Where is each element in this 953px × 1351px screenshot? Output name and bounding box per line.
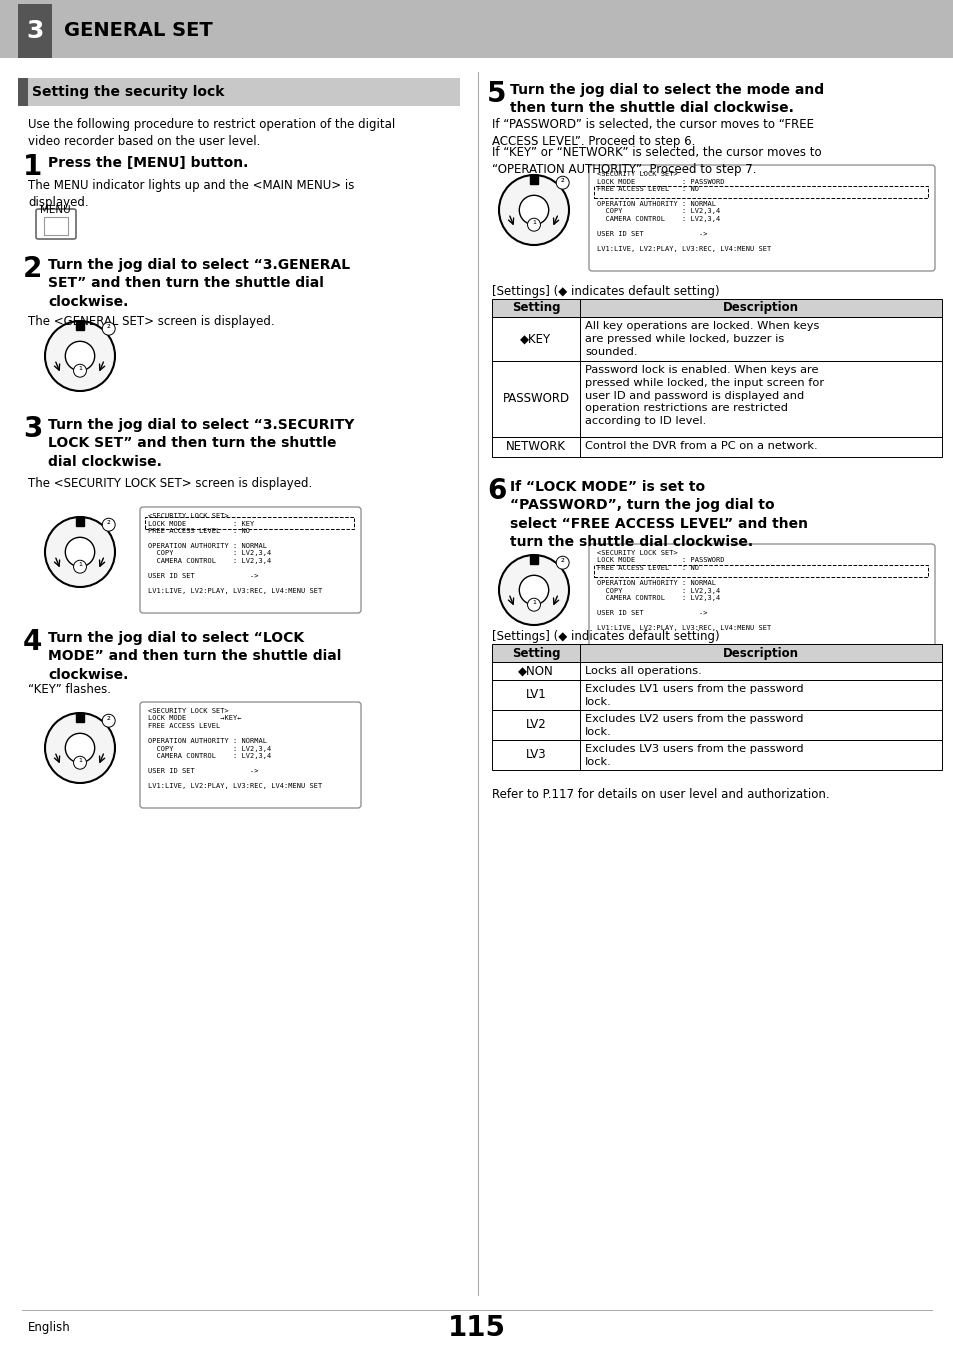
Text: “KEY” flashes.: “KEY” flashes. [28, 684, 111, 696]
Text: ²: ² [560, 178, 564, 188]
Text: LV3: LV3 [525, 748, 546, 762]
Text: ²: ² [107, 520, 111, 530]
Text: ◆NON: ◆NON [517, 665, 554, 677]
Text: <SECURITY LOCK SET>
LOCK MODE           : PASSWORD
FREE ACCESS LEVEL   : NO

OPE: <SECURITY LOCK SET> LOCK MODE : PASSWORD… [597, 172, 770, 253]
Text: 6: 6 [486, 477, 506, 505]
Text: LV2: LV2 [525, 719, 546, 731]
Bar [76, 517, 84, 526]
Text: Refer to P.117 for details on user level and authorization.: Refer to P.117 for details on user level… [492, 788, 829, 801]
Bar [492, 361, 941, 436]
Text: <SECURITY LOCK SET>
LOCK MODE        →KEY←
FREE ACCESS LEVEL

OPERATION AUTHORIT: <SECURITY LOCK SET> LOCK MODE →KEY← FREE… [148, 708, 322, 789]
Bar [0, 0, 953, 58]
FancyBboxPatch shape [140, 703, 360, 808]
Bar [18, 78, 28, 105]
Bar [492, 299, 941, 317]
Text: MENU: MENU [40, 205, 71, 215]
Text: 115: 115 [448, 1315, 505, 1342]
Circle shape [45, 517, 115, 586]
Text: ²: ² [107, 716, 111, 725]
Bar [492, 662, 941, 680]
Text: Setting the security lock: Setting the security lock [32, 85, 224, 99]
Text: Setting: Setting [511, 301, 559, 315]
Text: GENERAL SET: GENERAL SET [64, 22, 213, 41]
Text: All key operations are locked. When keys
are pressed while locked, buzzer is
sou: All key operations are locked. When keys… [584, 322, 819, 357]
FancyBboxPatch shape [588, 165, 934, 272]
Text: Turn the jog dial to select “3.GENERAL
SET” and then turn the shuttle dial
clock: Turn the jog dial to select “3.GENERAL S… [48, 258, 350, 309]
Circle shape [45, 713, 115, 784]
Text: 4: 4 [23, 628, 42, 657]
Text: <SECURITY LOCK SET>
LOCK MODE           : PASSWORD
FREE ACCESS LEVEL   : NO

OPE: <SECURITY LOCK SET> LOCK MODE : PASSWORD… [597, 550, 770, 631]
Text: The <SECURITY LOCK SET> screen is displayed.: The <SECURITY LOCK SET> screen is displa… [28, 477, 312, 490]
Text: Setting: Setting [511, 647, 559, 659]
Bar [492, 740, 941, 770]
Text: ¹: ¹ [532, 600, 536, 609]
Circle shape [65, 342, 94, 370]
Text: Locks all operations.: Locks all operations. [584, 666, 701, 676]
Bar [44, 218, 68, 235]
Text: Control the DVR from a PC on a network.: Control the DVR from a PC on a network. [584, 440, 817, 451]
FancyBboxPatch shape [140, 507, 360, 613]
Circle shape [65, 734, 94, 763]
FancyBboxPatch shape [36, 209, 76, 239]
Text: English: English [28, 1321, 71, 1335]
Text: [Settings] (◆ indicates default setting): [Settings] (◆ indicates default setting) [492, 285, 719, 299]
Text: ¹: ¹ [78, 562, 82, 571]
Bar [530, 176, 537, 184]
Text: ²: ² [560, 558, 564, 567]
Text: LV1: LV1 [525, 689, 546, 701]
FancyBboxPatch shape [588, 544, 934, 650]
Text: If “KEY” or “NETWORK” is selected, the cursor moves to
“OPERATION AUTHORITY”. Pr: If “KEY” or “NETWORK” is selected, the c… [492, 146, 821, 176]
Bar [492, 711, 941, 740]
Text: Description: Description [722, 301, 799, 315]
Circle shape [518, 576, 548, 605]
Bar [492, 680, 941, 711]
Bar [530, 555, 537, 563]
Text: Excludes LV3 users from the password
lock.: Excludes LV3 users from the password loc… [584, 744, 802, 767]
Text: Use the following procedure to restrict operation of the digital
video recorder : Use the following procedure to restrict … [28, 118, 395, 149]
Text: <SECURITY LOCK SET>
LOCK MODE           : KEY
FREE ACCESS LEVEL   : NO

OPERATIO: <SECURITY LOCK SET> LOCK MODE : KEY FREE… [148, 513, 322, 594]
Text: ¹: ¹ [78, 758, 82, 767]
Bar [18, 4, 52, 58]
Text: If “PASSWORD” is selected, the cursor moves to “FREE
ACCESS LEVEL”. Proceed to s: If “PASSWORD” is selected, the cursor mo… [492, 118, 813, 149]
Bar [76, 322, 84, 330]
Text: Press the [MENU] button.: Press the [MENU] button. [48, 155, 248, 170]
Bar [492, 317, 941, 361]
Text: 3: 3 [23, 415, 42, 443]
Text: NETWORK: NETWORK [505, 440, 565, 454]
Bar [76, 713, 84, 721]
Bar [492, 436, 941, 457]
Text: 3: 3 [27, 19, 44, 43]
Text: Excludes LV1 users from the password
lock.: Excludes LV1 users from the password loc… [584, 684, 802, 707]
Text: ²: ² [107, 324, 111, 334]
Text: Password lock is enabled. When keys are
pressed while locked, the input screen f: Password lock is enabled. When keys are … [584, 365, 823, 426]
Text: Excludes LV2 users from the password
lock.: Excludes LV2 users from the password loc… [584, 713, 802, 736]
Text: Turn the jog dial to select the mode and
then turn the shuttle dial clockwise.: Turn the jog dial to select the mode and… [510, 82, 823, 115]
Text: The <GENERAL SET> screen is displayed.: The <GENERAL SET> screen is displayed. [28, 315, 274, 328]
Text: 5: 5 [486, 80, 506, 108]
Text: [Settings] (◆ indicates default setting): [Settings] (◆ indicates default setting) [492, 630, 719, 643]
Text: Turn the jog dial to select “LOCK
MODE” and then turn the shuttle dial
clockwise: Turn the jog dial to select “LOCK MODE” … [48, 631, 341, 682]
Bar [492, 644, 941, 662]
Bar [18, 78, 459, 105]
Text: If “LOCK MODE” is set to
“PASSWORD”, turn the jog dial to
select “FREE ACCESS LE: If “LOCK MODE” is set to “PASSWORD”, tur… [510, 480, 807, 550]
Circle shape [518, 196, 548, 224]
Text: Description: Description [722, 647, 799, 659]
Text: The MENU indicator lights up and the <MAIN MENU> is
displayed.: The MENU indicator lights up and the <MA… [28, 178, 354, 209]
Text: ◆KEY: ◆KEY [520, 332, 551, 346]
Circle shape [45, 322, 115, 390]
Circle shape [498, 555, 568, 626]
Text: ¹: ¹ [78, 366, 82, 376]
Text: 2: 2 [23, 255, 42, 282]
Text: PASSWORD: PASSWORD [502, 393, 569, 405]
Text: 1: 1 [23, 153, 42, 181]
Circle shape [65, 538, 94, 566]
Circle shape [498, 176, 568, 245]
Text: Turn the jog dial to select “3.SECURITY
LOCK SET” and then turn the shuttle
dial: Turn the jog dial to select “3.SECURITY … [48, 417, 354, 469]
Text: ¹: ¹ [532, 220, 536, 230]
